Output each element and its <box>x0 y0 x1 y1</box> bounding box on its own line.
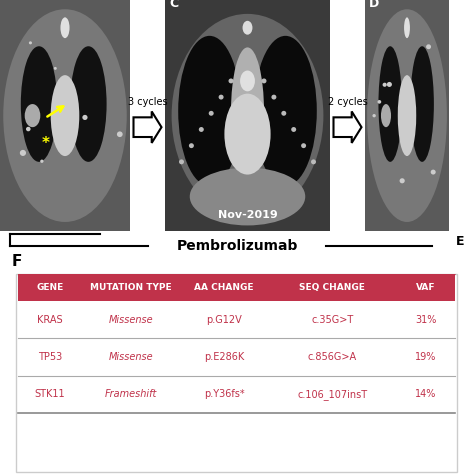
Text: Nov-2019: Nov-2019 <box>218 210 277 220</box>
Ellipse shape <box>51 75 79 156</box>
Text: 14%: 14% <box>415 389 436 399</box>
Ellipse shape <box>381 104 391 127</box>
Bar <box>18 338 455 375</box>
Text: c.35G>T: c.35G>T <box>311 315 354 325</box>
Text: p.G12V: p.G12V <box>206 315 242 325</box>
Ellipse shape <box>189 143 194 148</box>
Ellipse shape <box>40 160 44 163</box>
Text: *: * <box>42 136 50 151</box>
Text: 19%: 19% <box>415 352 436 362</box>
Ellipse shape <box>387 82 392 87</box>
Ellipse shape <box>117 131 123 137</box>
Ellipse shape <box>243 21 253 35</box>
Bar <box>18 274 455 301</box>
Ellipse shape <box>378 46 402 162</box>
Ellipse shape <box>272 95 276 100</box>
Ellipse shape <box>311 159 316 164</box>
Ellipse shape <box>400 115 404 119</box>
Ellipse shape <box>172 14 323 218</box>
Ellipse shape <box>29 41 32 45</box>
Ellipse shape <box>20 150 26 156</box>
Ellipse shape <box>82 115 88 120</box>
Ellipse shape <box>224 94 271 174</box>
Polygon shape <box>334 111 362 143</box>
Ellipse shape <box>240 71 255 91</box>
FancyBboxPatch shape <box>16 274 457 472</box>
Text: E: E <box>456 236 464 248</box>
Bar <box>18 375 455 412</box>
Bar <box>330 0 365 231</box>
Ellipse shape <box>228 79 234 83</box>
Text: 31%: 31% <box>415 315 436 325</box>
Text: c.856G>A: c.856G>A <box>308 352 357 362</box>
Ellipse shape <box>404 18 410 38</box>
Ellipse shape <box>426 44 431 49</box>
Ellipse shape <box>377 100 381 104</box>
Polygon shape <box>134 111 162 143</box>
Ellipse shape <box>25 104 40 127</box>
Ellipse shape <box>291 127 296 132</box>
Text: 3 cycles: 3 cycles <box>128 97 167 107</box>
Ellipse shape <box>373 114 376 118</box>
Text: p.Y36fs*: p.Y36fs* <box>204 389 245 399</box>
Ellipse shape <box>190 168 305 226</box>
Ellipse shape <box>301 143 306 148</box>
Ellipse shape <box>209 111 214 116</box>
Text: Missense: Missense <box>109 315 153 325</box>
Ellipse shape <box>70 46 107 162</box>
Ellipse shape <box>61 18 70 38</box>
Text: D: D <box>369 0 379 10</box>
Bar <box>130 0 165 231</box>
Text: Pembrolizumab: Pembrolizumab <box>176 239 298 253</box>
Ellipse shape <box>431 170 436 174</box>
Ellipse shape <box>231 47 264 174</box>
Text: F: F <box>12 254 22 269</box>
Text: MUTATION TYPE: MUTATION TYPE <box>90 283 172 292</box>
FancyBboxPatch shape <box>0 0 130 231</box>
FancyBboxPatch shape <box>365 0 449 231</box>
Text: STK11: STK11 <box>35 389 65 399</box>
Text: 2 cycles: 2 cycles <box>328 97 367 107</box>
Text: KRAS: KRAS <box>37 315 63 325</box>
Ellipse shape <box>262 79 266 83</box>
FancyBboxPatch shape <box>165 0 330 231</box>
Ellipse shape <box>410 46 434 162</box>
Text: SEQ CHANGE: SEQ CHANGE <box>299 283 365 292</box>
Ellipse shape <box>178 36 241 186</box>
Text: VAF: VAF <box>416 283 435 292</box>
Ellipse shape <box>54 67 57 70</box>
Ellipse shape <box>367 9 447 222</box>
Ellipse shape <box>254 36 317 186</box>
Ellipse shape <box>199 127 204 132</box>
Ellipse shape <box>21 46 57 162</box>
Text: TP53: TP53 <box>38 352 62 362</box>
Ellipse shape <box>383 82 387 87</box>
Ellipse shape <box>219 95 224 100</box>
Ellipse shape <box>67 114 73 120</box>
Text: Frameshift: Frameshift <box>105 389 157 399</box>
Ellipse shape <box>179 159 184 164</box>
Text: AA CHANGE: AA CHANGE <box>194 283 254 292</box>
Text: GENE: GENE <box>36 283 64 292</box>
Ellipse shape <box>26 127 31 131</box>
Ellipse shape <box>400 178 405 183</box>
Text: C: C <box>169 0 178 10</box>
Text: p.E286K: p.E286K <box>204 352 245 362</box>
Bar <box>18 301 455 338</box>
Ellipse shape <box>398 75 416 156</box>
Ellipse shape <box>281 111 286 116</box>
Text: Missense: Missense <box>109 352 153 362</box>
Ellipse shape <box>3 9 127 222</box>
Text: c.106_107insT: c.106_107insT <box>297 389 367 400</box>
